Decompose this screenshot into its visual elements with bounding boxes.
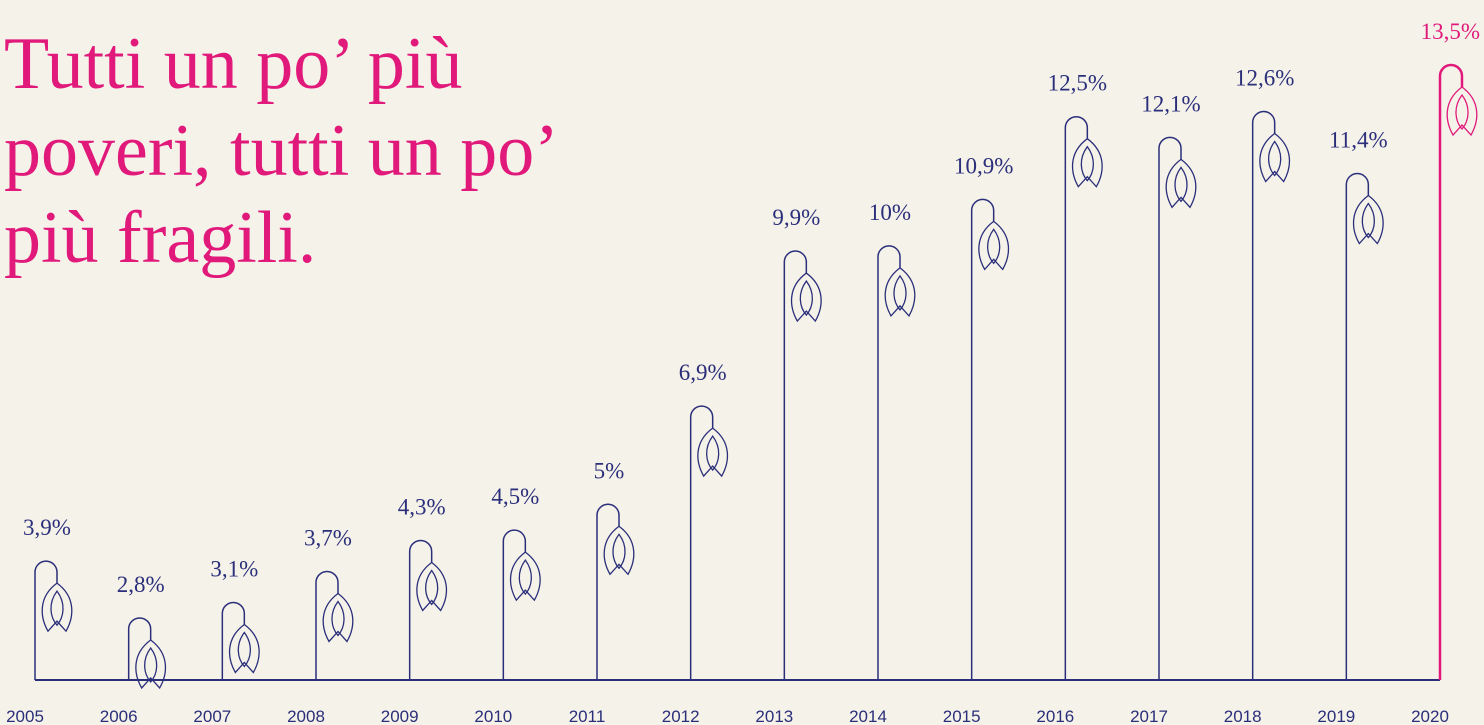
value-label: 3,9% (23, 515, 71, 540)
value-label: 4,5% (491, 484, 539, 509)
flower (978, 220, 1009, 271)
value-label: 3,7% (304, 525, 352, 550)
x-tick-label: 2006 (100, 707, 138, 725)
value-label: 9,9% (772, 205, 820, 230)
flower (322, 592, 354, 643)
value-label: 13,5% (1421, 19, 1480, 44)
chart-title: poveri, tutti un po’ (4, 110, 559, 192)
stem (877, 245, 901, 680)
stem (1251, 110, 1276, 680)
stem (408, 539, 433, 680)
stem (34, 560, 58, 680)
x-tick-label: 2016 (1036, 707, 1074, 725)
stem (127, 617, 152, 680)
stem (783, 250, 808, 680)
flower (41, 582, 73, 633)
x-tick-label: 2009 (381, 707, 419, 725)
flower (510, 551, 541, 602)
x-tick-label: 2019 (1317, 707, 1355, 725)
flower (697, 427, 728, 478)
stem (502, 529, 527, 680)
chart-title: Tutti un po’ più (4, 23, 463, 105)
stem (689, 405, 714, 680)
x-tick-label: 2017 (1130, 707, 1168, 725)
x-tick-label: 2014 (849, 707, 887, 725)
flower (1072, 137, 1103, 188)
stem (315, 570, 339, 680)
stem (1345, 172, 1370, 680)
stem (1064, 116, 1089, 680)
flower (135, 639, 166, 690)
flower (791, 272, 822, 323)
value-label: 3,1% (210, 556, 258, 581)
x-tick-label: 2018 (1224, 707, 1262, 725)
value-label: 10,9% (954, 153, 1013, 178)
stem (1158, 136, 1182, 680)
flower (416, 561, 447, 612)
value-label: 10% (869, 200, 911, 225)
value-label: 12,1% (1141, 91, 1200, 116)
value-label: 12,5% (1048, 71, 1107, 96)
flower (1259, 132, 1290, 183)
value-label: 4,3% (398, 494, 446, 519)
x-tick-label: 2011 (569, 707, 606, 725)
x-tick-label: 2007 (193, 707, 231, 725)
value-label: 5% (594, 458, 625, 483)
x-tick-label: 2012 (662, 707, 700, 725)
flower (1353, 194, 1384, 245)
x-tick-label: 2015 (943, 707, 981, 725)
flower (1165, 158, 1197, 209)
x-tick-label: 2010 (474, 707, 512, 725)
x-tick-label: 2020 (1411, 707, 1449, 725)
flower (229, 623, 260, 674)
flower (884, 267, 916, 317)
flower (1446, 86, 1478, 137)
x-tick-label: 2005 (6, 707, 44, 725)
stem (596, 503, 620, 680)
stem (221, 601, 246, 680)
stem (1438, 63, 1464, 680)
stem (970, 198, 995, 680)
value-label: 6,9% (679, 360, 727, 385)
value-label: 11,4% (1329, 128, 1388, 153)
flower (603, 525, 635, 576)
x-tick-label: 2008 (287, 707, 325, 725)
x-tick-label: 2013 (755, 707, 793, 725)
value-label: 2,8% (117, 572, 165, 597)
chart-title: più fragili. (4, 197, 316, 279)
value-label: 12,6% (1235, 66, 1294, 91)
